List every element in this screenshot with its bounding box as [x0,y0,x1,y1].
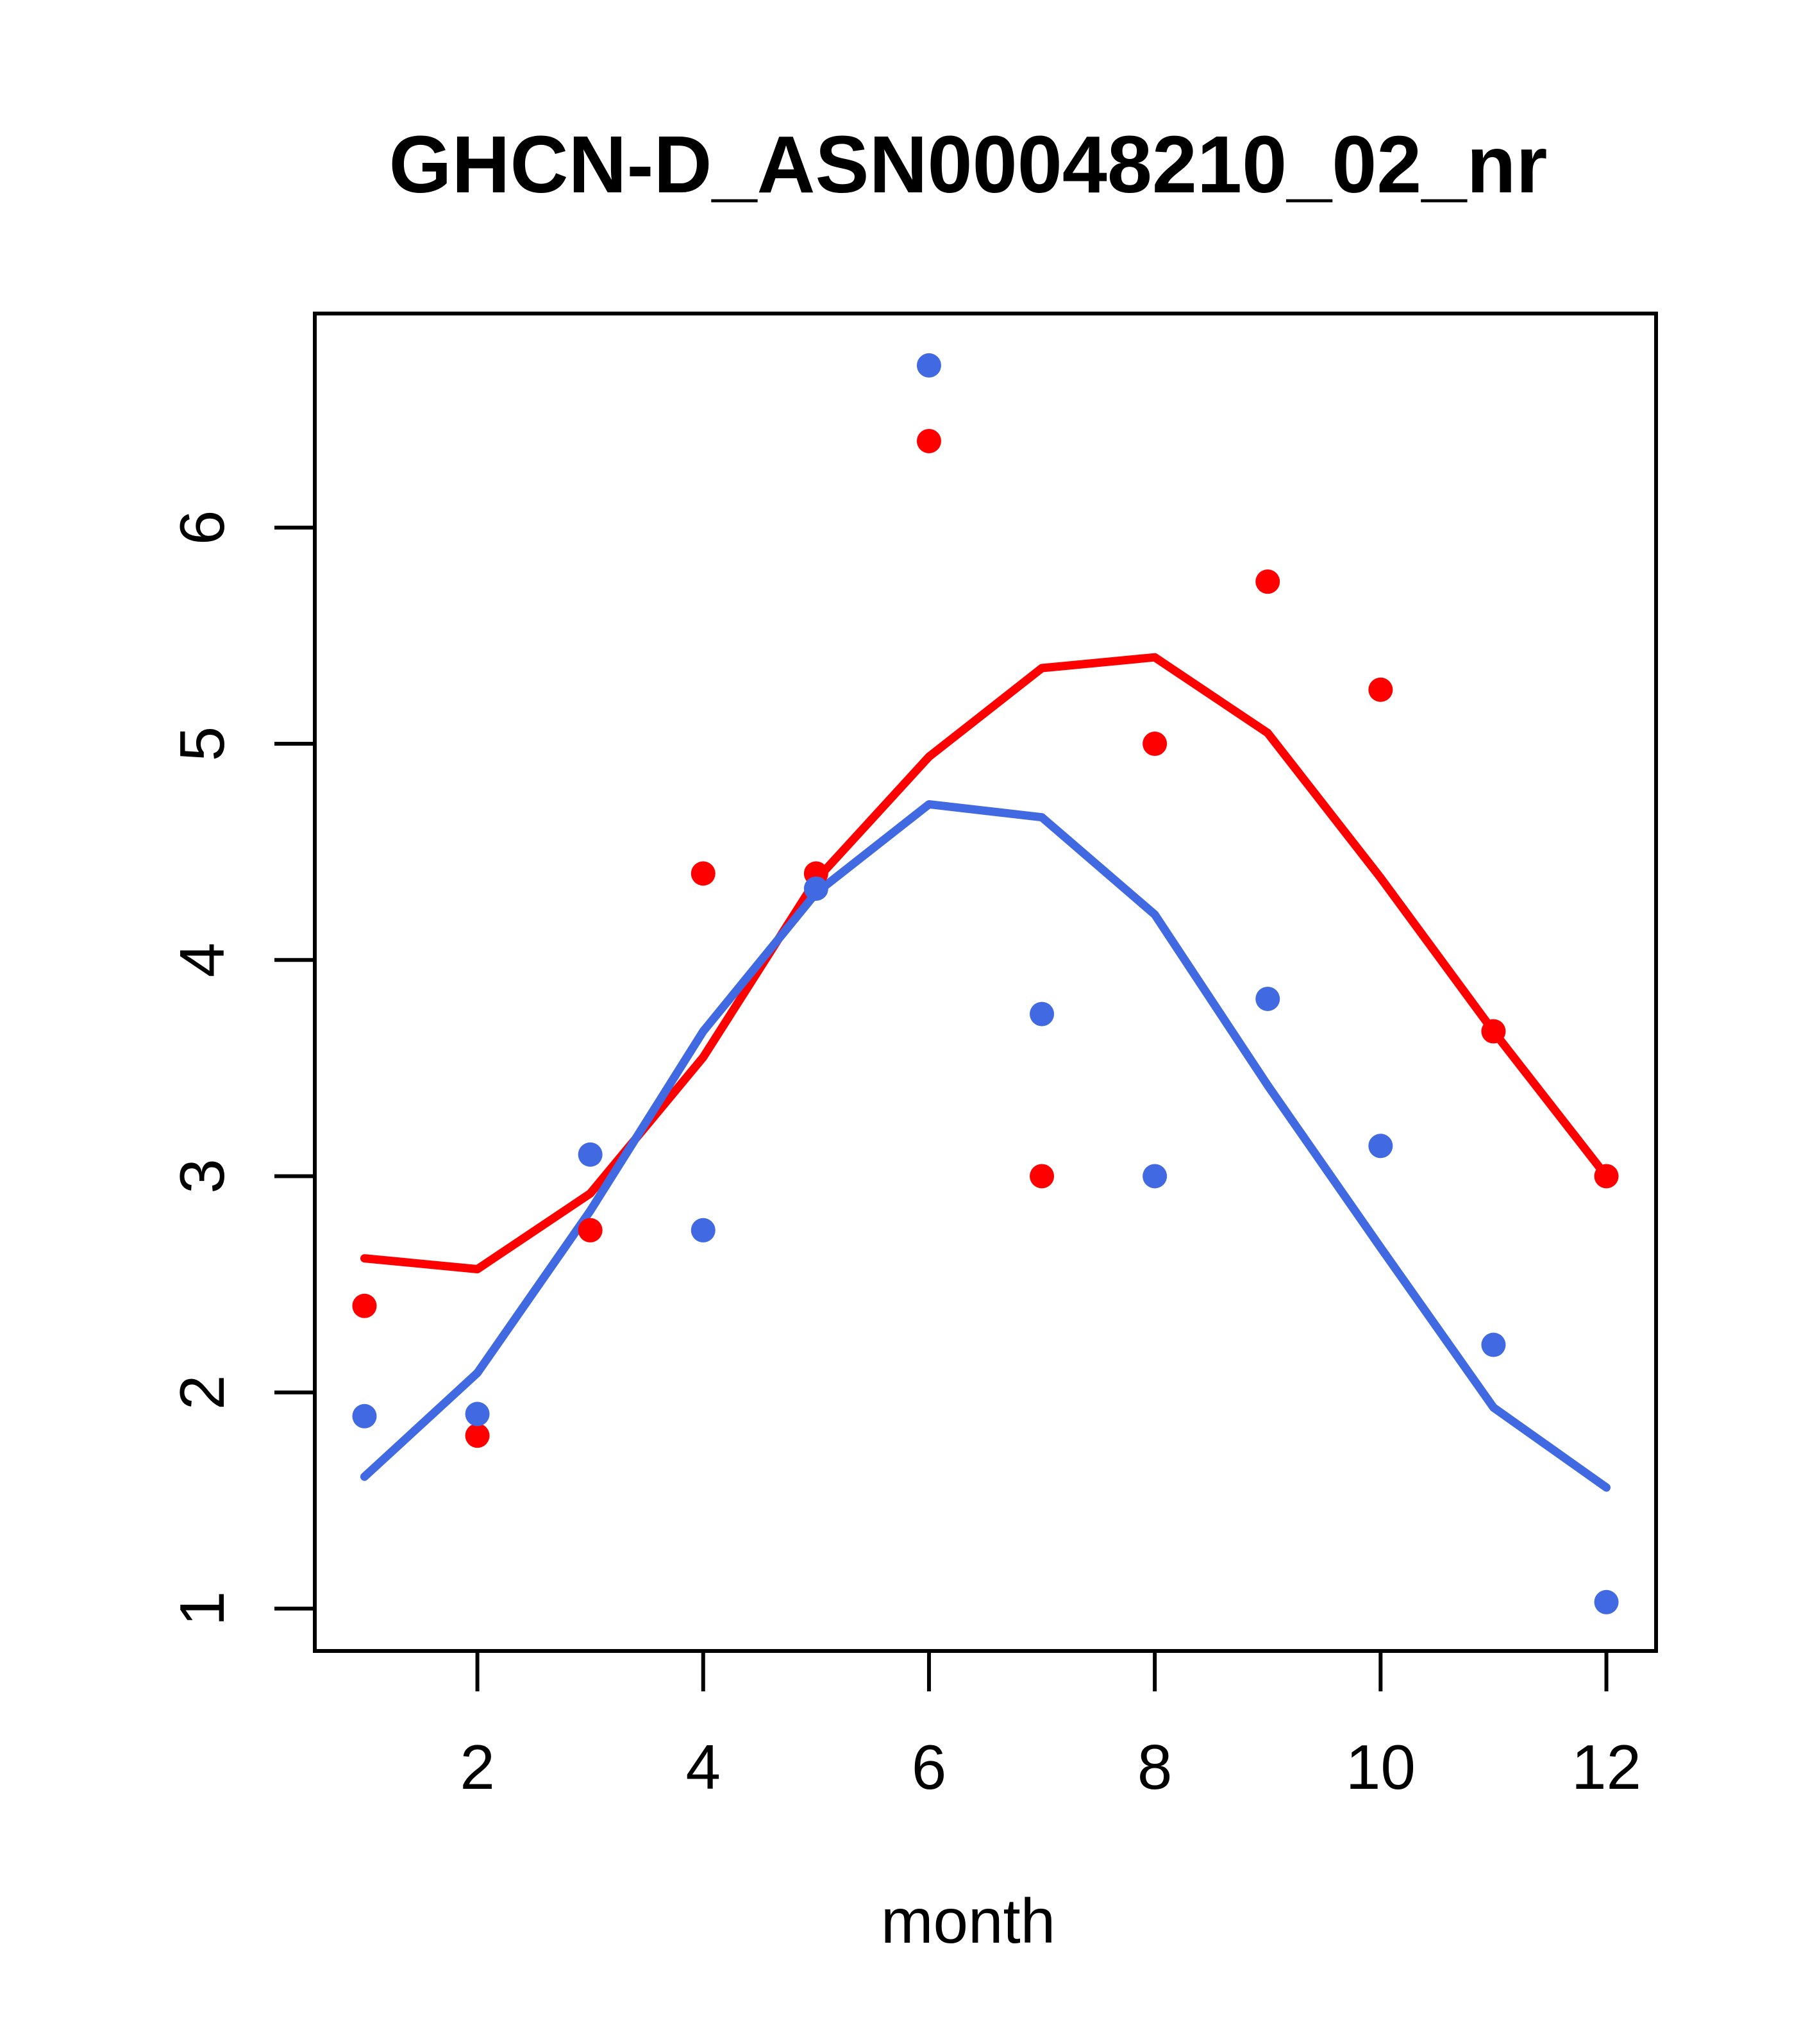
red-points [352,428,1619,1448]
data-point [1143,1164,1168,1189]
y-tick-label: 1 [167,1591,237,1627]
data-point [1255,569,1280,594]
x-tick-label: 10 [1346,1732,1416,1802]
data-point [1481,1332,1506,1357]
y-axis: 1 2 3 4 5 6 [167,510,315,1627]
data-point [691,861,716,886]
data-point [352,1403,377,1428]
data-point [1030,1164,1055,1189]
x-tick-label: 2 [460,1732,495,1802]
x-tick-label: 6 [912,1732,947,1802]
x-tick-label: 8 [1137,1732,1173,1802]
data-point [1143,732,1168,757]
blue-points [352,353,1619,1614]
data-point [1594,1589,1619,1614]
y-tick-label: 4 [167,942,237,978]
data-points [352,353,1619,1614]
data-point [691,1218,716,1243]
data-point [578,1218,603,1243]
x-tick-label: 12 [1571,1732,1641,1802]
y-tick-label: 5 [167,726,237,762]
data-point [916,353,941,378]
data-point [1368,1134,1393,1159]
data-point [1368,677,1393,702]
data-point [1030,1001,1055,1026]
x-axis-label: month [881,1886,1055,1956]
data-point [352,1293,377,1318]
data-point [1255,986,1280,1011]
x-axis: 2 4 6 8 10 12 [460,1651,1641,1802]
data-point [465,1402,490,1427]
y-tick-label: 3 [167,1159,237,1194]
chart-title: GHCN-D_ASN00048210_02_nr [389,119,1548,210]
y-tick-label: 2 [167,1375,237,1410]
blue-trend-line [360,800,1611,1492]
y-tick-label: 6 [167,510,237,546]
trend-lines [360,653,1611,1492]
red-trend-line [360,653,1611,1273]
data-point [1594,1164,1619,1189]
data-point [803,876,828,901]
data-point [578,1142,603,1167]
x-tick-label: 4 [686,1732,721,1802]
data-point [1481,1019,1506,1044]
data-point [916,428,941,453]
plot-box [313,312,1658,1653]
data-point [465,1423,490,1448]
